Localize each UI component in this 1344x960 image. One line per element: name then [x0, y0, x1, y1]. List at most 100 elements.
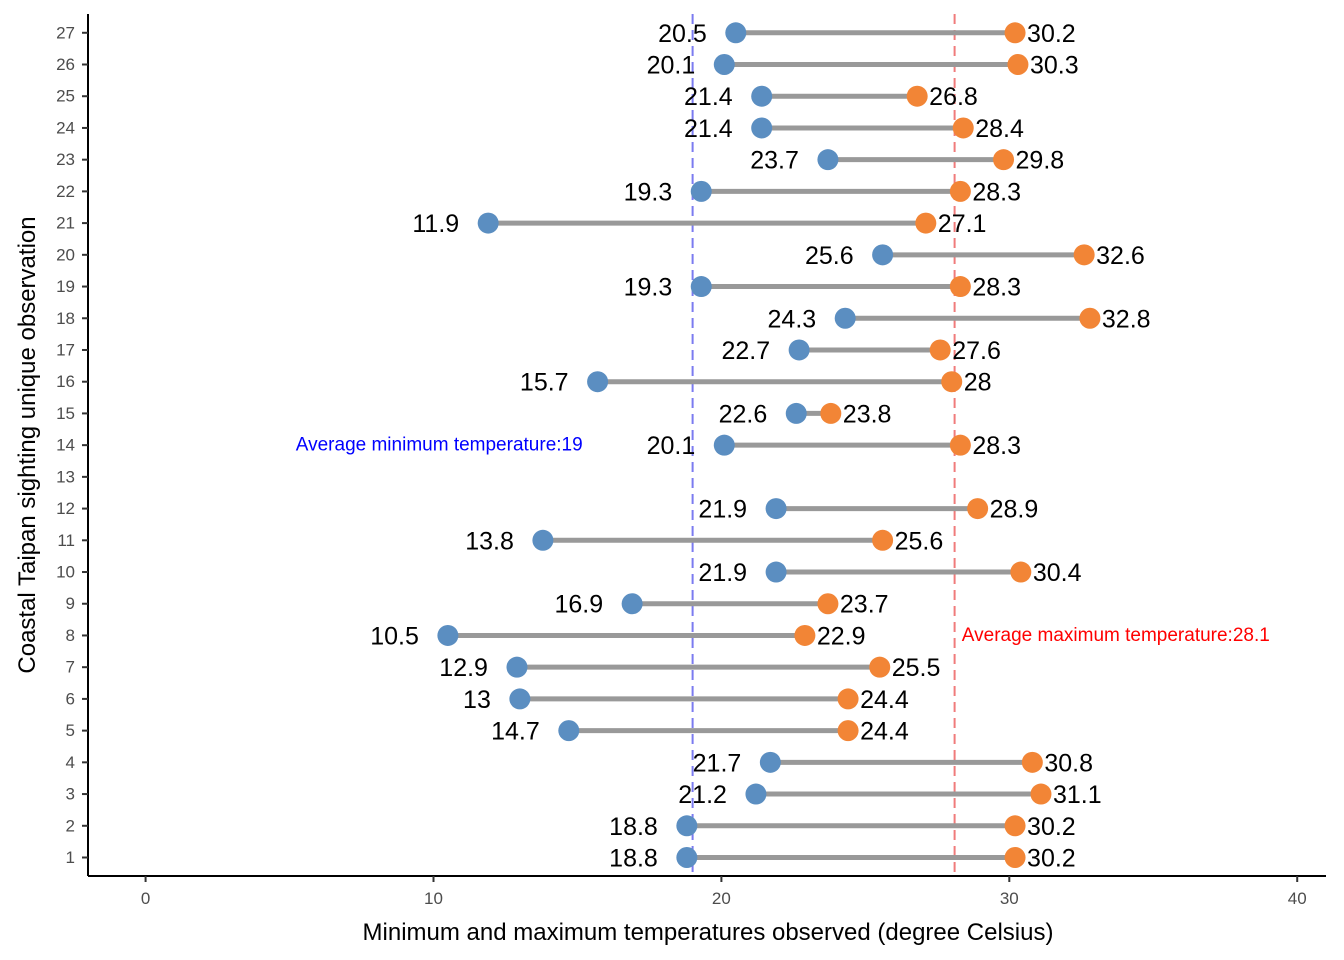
max-point-23: [993, 149, 1015, 171]
y-ticks: 1234567891011121314151617181920212223242…: [56, 23, 88, 867]
max-label-2: 30.2: [1027, 813, 1076, 841]
max-label-24: 28.4: [975, 115, 1024, 143]
x-tick-label-0: 0: [141, 889, 150, 908]
y-tick-label-13: 13: [56, 467, 75, 486]
y-tick-label-15: 15: [56, 404, 75, 423]
min-point-10: [765, 561, 787, 583]
max-point-24: [952, 117, 974, 139]
max-point-2: [1004, 815, 1026, 837]
y-tick-label-22: 22: [56, 182, 75, 201]
max-point-20: [1073, 244, 1095, 266]
y-tick-label-1: 1: [66, 848, 75, 867]
max-point-18: [1079, 307, 1101, 329]
max-label-11: 25.6: [895, 527, 944, 555]
range-segments: [447, 30, 1090, 860]
min-label-17: 22.7: [721, 337, 770, 365]
min-point-20: [872, 244, 894, 266]
min-label-23: 23.7: [750, 147, 799, 175]
max-point-3: [1030, 783, 1052, 805]
min-point-23: [817, 149, 839, 171]
max-label-12: 28.9: [990, 496, 1039, 524]
min-point-21: [477, 212, 499, 234]
max-label-5: 24.4: [860, 718, 909, 746]
max-point-1: [1004, 847, 1026, 868]
max-label-8: 22.9: [817, 622, 866, 650]
min-point-1: [676, 847, 698, 868]
y-tick-label-3: 3: [66, 785, 75, 804]
avg-min-annotation: Average minimum temperature:19: [296, 435, 583, 456]
y-tick-label-23: 23: [56, 150, 75, 169]
y-tick-label-19: 19: [56, 277, 75, 296]
max-point-6: [837, 688, 859, 710]
data-points: [437, 22, 1101, 868]
max-label-15: 23.8: [843, 400, 892, 428]
max-point-17: [929, 339, 951, 361]
min-point-2: [676, 815, 698, 837]
min-label-19: 19.3: [624, 274, 673, 302]
y-tick-label-20: 20: [56, 245, 75, 264]
x-tick-label-30: 30: [1000, 889, 1019, 908]
min-label-24: 21.4: [684, 115, 733, 143]
min-label-15: 22.6: [719, 400, 768, 428]
min-point-5: [558, 720, 580, 742]
y-tick-label-7: 7: [66, 658, 75, 677]
max-point-4: [1021, 751, 1043, 773]
data-labels: 18.8 30.2 18.8 30.2 21.2 31.1 21.7 30.8 14.7 24.4…: [370, 20, 1150, 873]
y-tick-label-18: 18: [56, 309, 75, 328]
min-point-6: [509, 688, 531, 710]
min-point-24: [751, 117, 773, 139]
max-point-7: [869, 656, 891, 678]
min-label-2: 18.8: [609, 813, 658, 841]
y-tick-label-25: 25: [56, 87, 75, 106]
min-point-9: [621, 593, 643, 615]
max-label-3: 31.1: [1053, 781, 1102, 809]
max-label-19: 28.3: [972, 274, 1021, 302]
y-tick-label-16: 16: [56, 372, 75, 391]
x-ticks: 0 10 20 30 40: [141, 876, 1307, 908]
max-point-12: [967, 498, 989, 520]
min-point-8: [437, 624, 459, 646]
axes: [87, 14, 1326, 877]
min-label-10: 21.9: [698, 559, 747, 587]
max-label-26: 30.3: [1030, 52, 1079, 80]
min-point-11: [532, 529, 554, 551]
min-label-26: 20.1: [647, 52, 696, 80]
max-label-1: 30.2: [1027, 845, 1076, 873]
y-tick-label-26: 26: [56, 55, 75, 74]
min-point-26: [713, 54, 735, 75]
y-tick-label-21: 21: [56, 214, 75, 233]
min-label-3: 21.2: [678, 781, 727, 809]
min-label-1: 18.8: [609, 845, 658, 873]
x-axis-title: Minimum and maximum temperatures observe…: [363, 919, 1054, 946]
y-tick-label-10: 10: [56, 563, 75, 582]
y-tick-label-4: 4: [66, 753, 75, 772]
min-label-25: 21.4: [684, 83, 733, 111]
y-tick-label-27: 27: [56, 23, 75, 42]
max-point-26: [1007, 54, 1029, 75]
min-label-20: 25.6: [805, 242, 854, 270]
min-label-5: 14.7: [491, 718, 540, 746]
max-label-9: 23.7: [840, 591, 889, 619]
avg-max-annotation: Average maximum temperature:28.1: [962, 625, 1270, 646]
max-label-23: 29.8: [1016, 147, 1065, 175]
min-point-12: [765, 498, 787, 520]
min-label-22: 19.3: [624, 178, 673, 206]
min-point-14: [713, 434, 735, 456]
max-label-21: 27.1: [938, 210, 987, 238]
max-point-15: [820, 402, 842, 424]
min-point-25: [751, 85, 773, 107]
max-label-16: 28: [964, 369, 992, 397]
y-tick-label-6: 6: [66, 689, 75, 708]
min-point-7: [506, 656, 528, 678]
min-point-18: [834, 307, 856, 329]
min-label-21: 11.9: [412, 210, 459, 238]
max-point-8: [794, 624, 816, 646]
max-point-14: [949, 434, 971, 456]
max-point-19: [949, 276, 971, 298]
min-point-19: [690, 276, 712, 298]
min-label-18: 24.3: [768, 305, 817, 333]
min-label-12: 21.9: [698, 496, 747, 524]
min-label-27: 20.5: [658, 20, 707, 48]
min-point-22: [690, 180, 712, 202]
